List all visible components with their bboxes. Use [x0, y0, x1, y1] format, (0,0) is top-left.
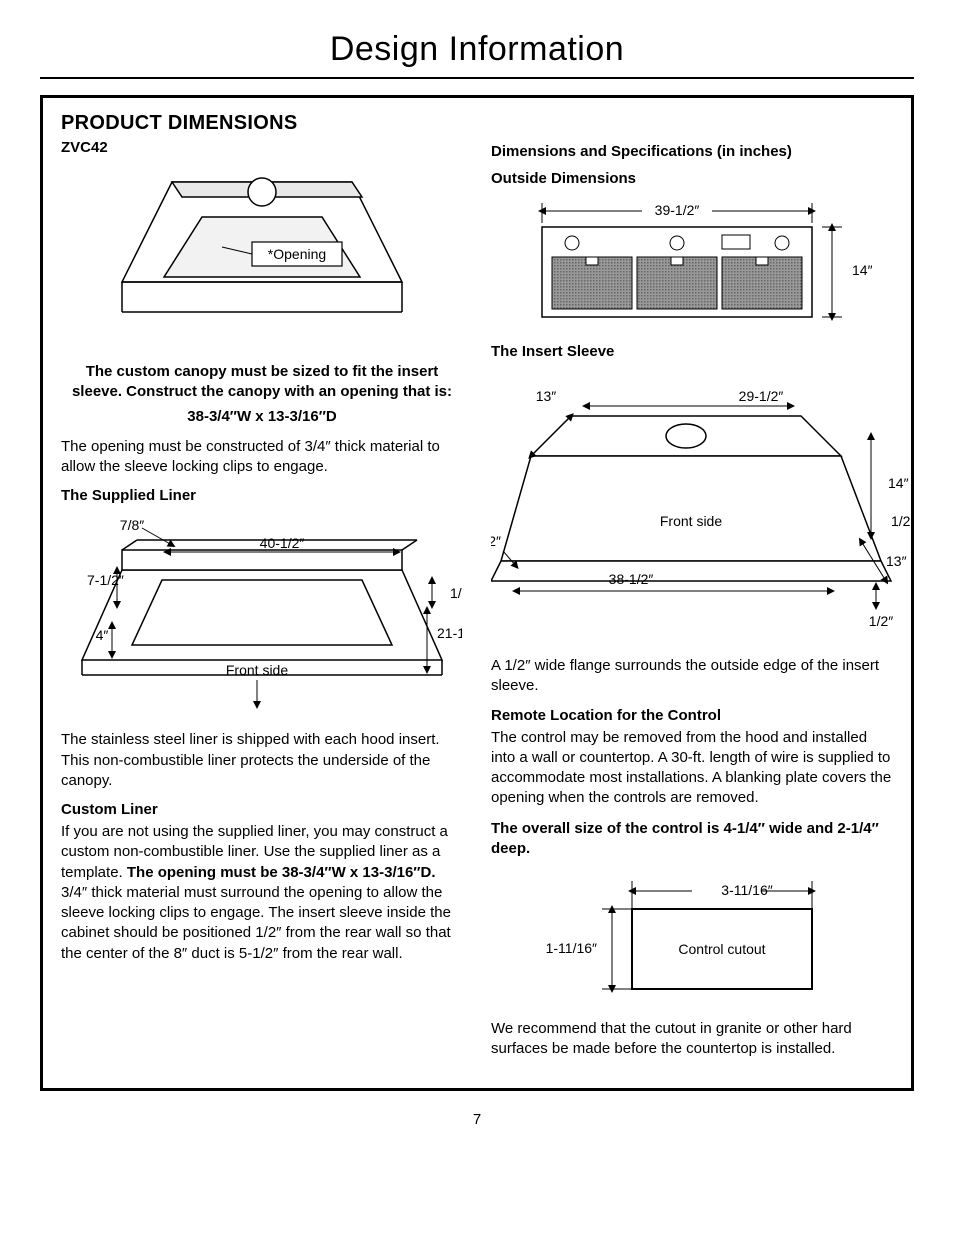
model-number: ZVC42 [61, 139, 463, 156]
svg-text:29-1/2″: 29-1/2″ [739, 388, 784, 404]
svg-text:Control cutout: Control cutout [678, 941, 765, 957]
custom-liner-body: If you are not using the supplied liner,… [61, 822, 463, 964]
outside-heading: Outside Dimensions [491, 170, 893, 187]
page-number: 7 [40, 1111, 914, 1128]
columns: ZVC42 *Op [61, 137, 893, 1070]
insert-sleeve-figure: 13″ 29-1/2″ 14″ 1/2″ 13″ 1/2″ 38-1/2″ [491, 366, 911, 646]
canopy-note-dim: 38-3/4″W x 13-3/16″D [61, 407, 463, 427]
cutout-body: We recommend that the cutout in granite … [491, 1019, 893, 1060]
svg-text:1/2″: 1/2″ [869, 613, 893, 629]
svg-text:38-1/2″: 38-1/2″ [609, 571, 654, 587]
opening-label: *Opening [268, 246, 326, 262]
canopy-note-body: The opening must be constructed of 3/4″ … [61, 437, 463, 478]
svg-text:3-11/16″: 3-11/16″ [721, 882, 772, 898]
svg-text:Front side: Front side [660, 513, 722, 529]
custom-liner-heading: Custom Liner [61, 801, 463, 818]
section-heading: PRODUCT DIMENSIONS [61, 112, 893, 135]
svg-text:13″: 13″ [886, 553, 907, 569]
remote-body: The control may be removed from the hood… [491, 728, 893, 809]
svg-text:21-1/4″: 21-1/4″ [437, 625, 462, 641]
main-content-box: PRODUCT DIMENSIONS ZVC42 [40, 95, 914, 1091]
svg-text:14″: 14″ [852, 262, 872, 278]
svg-text:40-1/2″: 40-1/2″ [260, 535, 305, 551]
control-cutout-figure: 3-11/16″ Control cutout 1-11/16″ [542, 869, 842, 1009]
liner-body: The stainless steel liner is shipped wit… [61, 730, 463, 791]
remote-heading: Remote Location for the Control [491, 707, 893, 724]
svg-text:1/2″: 1/2″ [450, 585, 462, 601]
svg-text:4″: 4″ [96, 627, 109, 643]
supplied-liner-heading: The Supplied Liner [61, 487, 463, 504]
canopy-figure: *Opening [112, 162, 412, 352]
svg-text:14″: 14″ [888, 475, 909, 491]
control-size: The overall size of the control is 4-1/4… [491, 819, 893, 860]
left-column: ZVC42 *Op [61, 137, 463, 1070]
svg-text:7/8″: 7/8″ [120, 517, 144, 533]
svg-text:7-1/2″: 7-1/2″ [87, 572, 124, 588]
svg-text:13″: 13″ [536, 388, 557, 404]
svg-text:1/2″: 1/2″ [891, 513, 911, 529]
insert-sleeve-heading: The Insert Sleeve [491, 343, 893, 360]
sleeve-body: A 1/2″ wide flange surrounds the outside… [491, 656, 893, 697]
canopy-note-1: The custom canopy must be sized to fit t… [61, 362, 463, 403]
svg-text:1/2″: 1/2″ [491, 533, 501, 549]
svg-text:Front side: Front side [226, 662, 288, 678]
svg-text:1-11/16″: 1-11/16″ [546, 940, 597, 956]
page-title: Design Information [40, 30, 914, 69]
right-column: Dimensions and Specifications (in inches… [491, 137, 893, 1070]
outside-dims-figure: 39-1/2″ 14″ [512, 193, 872, 333]
svg-text:39-1/2″: 39-1/2″ [655, 202, 700, 218]
title-rule [40, 77, 914, 79]
dims-heading: Dimensions and Specifications (in inches… [491, 143, 893, 160]
liner-figure: 7/8″ 40-1/2″ 7-1/2″ 4″ 1/2″ 21-1/4″ Fron… [62, 510, 462, 720]
